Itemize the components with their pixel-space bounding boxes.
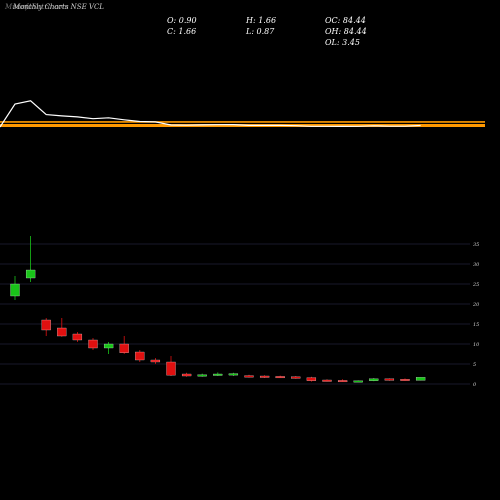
candle-body <box>25 269 36 279</box>
candle-17 <box>259 375 270 378</box>
candle-23 <box>353 380 363 383</box>
candle-body <box>353 380 363 383</box>
candle-27 <box>415 377 426 381</box>
candle-body <box>228 373 239 376</box>
candle-body <box>72 333 83 341</box>
y-tick-10: 10 <box>473 342 480 348</box>
ohlc-high: H: 1.66 <box>246 16 277 25</box>
candle-24 <box>369 378 379 382</box>
candle-16 <box>244 374 254 378</box>
y-tick-20: 20 <box>472 302 480 308</box>
price-line <box>0 100 421 128</box>
candle-body <box>166 361 176 376</box>
candle-body <box>150 359 161 363</box>
candle-12 <box>181 372 192 377</box>
candles <box>10 236 426 383</box>
candle-6 <box>88 338 98 350</box>
candle-4 <box>57 318 67 337</box>
y-tick-0: 0 <box>473 382 477 388</box>
candle-body <box>369 378 379 381</box>
candle-body <box>135 351 145 361</box>
candle-18 <box>275 375 285 379</box>
ohlc-oc: OC: 84.44 <box>325 16 366 25</box>
candle-body <box>181 373 192 377</box>
candle-1 <box>10 276 20 300</box>
y-tick-25: 25 <box>472 282 479 288</box>
candle-11 <box>166 356 176 376</box>
y-tick-35: 35 <box>473 242 479 248</box>
ohlc-ol: OL: 3.45 <box>325 38 360 47</box>
candle-body <box>259 375 270 378</box>
candle-body <box>415 377 426 381</box>
candle-2 <box>25 236 36 282</box>
candle-body <box>41 319 51 331</box>
chart-title: Monthly Charts NSE VCL <box>13 3 104 11</box>
upper-panel <box>0 100 485 128</box>
candle-7 <box>103 342 114 354</box>
candle-25 <box>384 378 395 381</box>
y-tick-15: 15 <box>473 322 479 328</box>
ohlc-open: O: 0.90 <box>167 16 197 25</box>
price-grid: 0 5 10 15 20 25 30 35 <box>0 242 480 388</box>
candle-10 <box>150 358 161 364</box>
candle-body <box>322 379 332 382</box>
candle-5 <box>72 332 83 342</box>
candle-body <box>306 377 317 381</box>
candle-19 <box>291 376 301 379</box>
candle-body <box>400 379 410 381</box>
candle-body <box>275 376 285 379</box>
candle-body <box>103 343 114 349</box>
ohlc-oh: OH: 84.44 <box>325 27 367 36</box>
candle-body <box>384 378 395 381</box>
y-tick-30: 30 <box>473 262 480 268</box>
candle-15 <box>228 372 239 376</box>
candle-body <box>244 375 254 378</box>
ohlc-low: L: 0.87 <box>246 27 275 36</box>
candle-body <box>119 343 129 353</box>
candle-body <box>57 327 67 337</box>
candle-body <box>10 283 20 297</box>
candle-9 <box>135 350 145 362</box>
candle-21 <box>322 379 332 382</box>
candle-22 <box>337 379 348 383</box>
candle-body <box>213 373 223 376</box>
candle-body <box>291 376 301 379</box>
chart-watermark: MunafaSutra.com Monthly Charts NSE VCL <box>5 3 104 11</box>
candle-3 <box>41 318 51 336</box>
candle-14 <box>213 372 223 376</box>
y-tick-5: 5 <box>473 362 476 368</box>
candle-body <box>197 374 207 377</box>
candle-body <box>337 380 348 383</box>
candle-body <box>88 339 98 349</box>
candle-13 <box>197 373 207 377</box>
ohlc-close: C: 1.66 <box>167 27 197 36</box>
candle-8 <box>119 336 129 354</box>
candle-20 <box>306 376 317 382</box>
candle-26 <box>400 378 410 381</box>
watermark-site: MunafaSutra.com <box>5 3 69 11</box>
